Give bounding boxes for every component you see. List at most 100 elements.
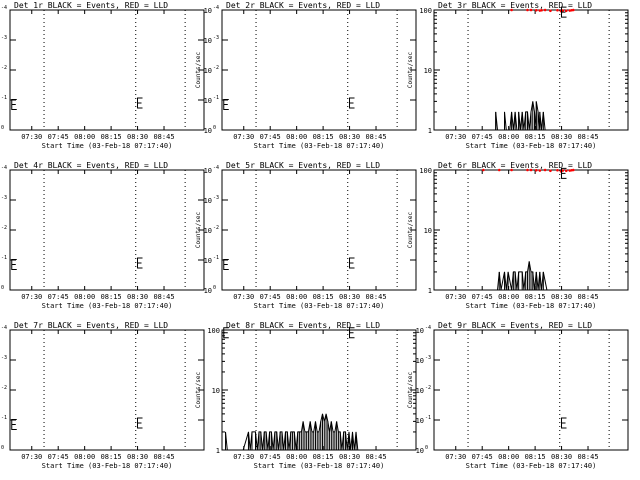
panel-title: Det 3r BLACK = Events, RED = LLD [438,1,592,10]
y-tick-exponent: -2 [213,65,219,71]
y-tick-exponent: 0 [1,285,4,291]
lld-point [549,169,552,173]
x-tick-label: 08:15 [525,453,546,461]
lld-point [561,9,565,12]
x-tick-label: 08:30 [127,293,148,301]
y-tick-exponent: -2 [1,65,7,71]
y-tick-exponent: -1 [213,255,219,261]
y-tick-label: 1 [428,287,432,295]
y-tick-label: 100 [419,7,432,15]
lld-point [534,168,538,172]
y-tick-exponent: -3 [213,195,219,201]
x-tick-label: 08:30 [551,293,572,301]
lld-point [564,169,568,173]
y-tick-label: 10 [416,447,424,455]
y-tick-label: 10 [204,227,212,235]
y-tick-exponent: -4 [213,165,219,171]
x-tick-label: 08:45 [365,293,386,301]
y-tick-exponent: -3 [1,195,7,201]
y-tick-exponent: -3 [425,355,431,361]
lld-point [534,8,538,12]
y-tick-exponent: 0 [425,445,428,451]
y-tick-exponent: -1 [1,255,7,261]
x-tick-label: 08:30 [339,133,360,141]
bracket-marker [137,417,143,429]
y-axis-label: Counts/sec [407,372,414,409]
y-tick-label: 10 [204,257,212,265]
y-tick-exponent: -3 [1,355,7,361]
y-tick-exponent: -3 [1,35,7,41]
x-tick-label: 08:15 [525,293,546,301]
x-tick-label: 07:30 [445,293,466,301]
y-tick-label: 10 [204,167,212,175]
bracket-marker [349,257,355,269]
x-tick-label: 08:00 [286,293,307,301]
x-tick-label: 08:00 [498,453,519,461]
bracket-marker [11,99,17,110]
lld-point [526,168,529,172]
y-tick-label: 10 [416,387,424,395]
y-tick-exponent: -1 [1,95,7,101]
x-tick-label: 08:30 [551,453,572,461]
x-tick-label: 08:15 [101,293,122,301]
y-axis-label: Counts/sec [407,212,414,249]
y-tick-label: 10 [204,37,212,45]
y-tick-label: 10 [416,327,424,335]
x-axis-label: Start Time (03-Feb-18 07:17:40) [466,462,597,470]
y-tick-label: 10 [204,67,212,75]
lld-point [510,8,513,12]
x-axis-label: Start Time (03-Feb-18 07:17:40) [42,142,173,150]
y-tick-exponent: -3 [213,35,219,41]
bracket-marker [137,257,143,269]
chart-panel-det7r: Det 7r BLACK = Events, RED = LLD 07:30 07:… [1,321,205,470]
plot-frame [221,9,417,131]
x-axis-label: Start Time (03-Feb-18 07:17:40) [42,302,173,310]
y-tick-exponent: -4 [213,5,219,11]
x-tick-label: 08:45 [365,453,386,461]
lld-point [572,168,575,172]
x-axis-label: Start Time (03-Feb-18 07:17:40) [254,302,385,310]
lld-point [556,168,559,172]
y-tick-exponent: 0 [213,125,216,131]
panel-title: Det 8r BLACK = Events, RED = LLD [226,321,380,330]
x-tick-label: 07:45 [260,133,281,141]
y-axis-label: Counts/sec [195,52,202,89]
x-tick-label: 08:30 [127,133,148,141]
x-tick-label: 08:00 [286,133,307,141]
y-axis-label: Counts/sec [195,212,202,249]
x-tick-label: 08:00 [498,293,519,301]
x-tick-label: 08:45 [153,293,174,301]
panel-title: Det 9r BLACK = Events, RED = LLD [438,321,592,330]
panel-title: Det 6r BLACK = Events, RED = LLD [438,161,592,170]
x-tick-label: 08:15 [313,293,334,301]
x-axis-label: Start Time (03-Feb-18 07:17:40) [254,142,385,150]
lld-point [561,169,565,172]
y-tick-label: 10 [416,417,424,425]
y-tick-label: 1 [428,127,432,135]
x-tick-label: 08:15 [101,453,122,461]
plot-frame [433,329,629,451]
bracket-marker [137,97,143,109]
events-trace [225,413,360,451]
y-axis-label: Counts/sec [407,52,414,89]
x-tick-label: 08:45 [365,133,386,141]
y-tick-exponent: -4 [1,5,7,11]
lld-point [572,8,575,12]
y-tick-exponent: -1 [213,95,219,101]
y-tick-exponent: 0 [1,125,4,131]
lld-point [526,8,529,12]
bracket-marker [223,327,229,339]
x-tick-label: 07:30 [21,453,42,461]
x-axis-label: Start Time (03-Feb-18 07:17:40) [42,462,173,470]
panel-title: Det 5r BLACK = Events, RED = LLD [226,161,380,170]
chart-panel-det5r: Det 5r BLACK = Events, RED = LLD 07:30 07:… [195,161,417,310]
lld-point [556,8,559,12]
lld-point [540,8,543,12]
x-tick-label: 08:00 [498,133,519,141]
x-tick-label: 07:30 [445,453,466,461]
y-tick-exponent: -4 [1,325,7,331]
plot-frame [9,9,205,131]
y-tick-exponent: -4 [1,165,7,171]
x-axis-label: Start Time (03-Feb-18 07:17:40) [254,462,385,470]
y-tick-exponent: -2 [1,385,7,391]
